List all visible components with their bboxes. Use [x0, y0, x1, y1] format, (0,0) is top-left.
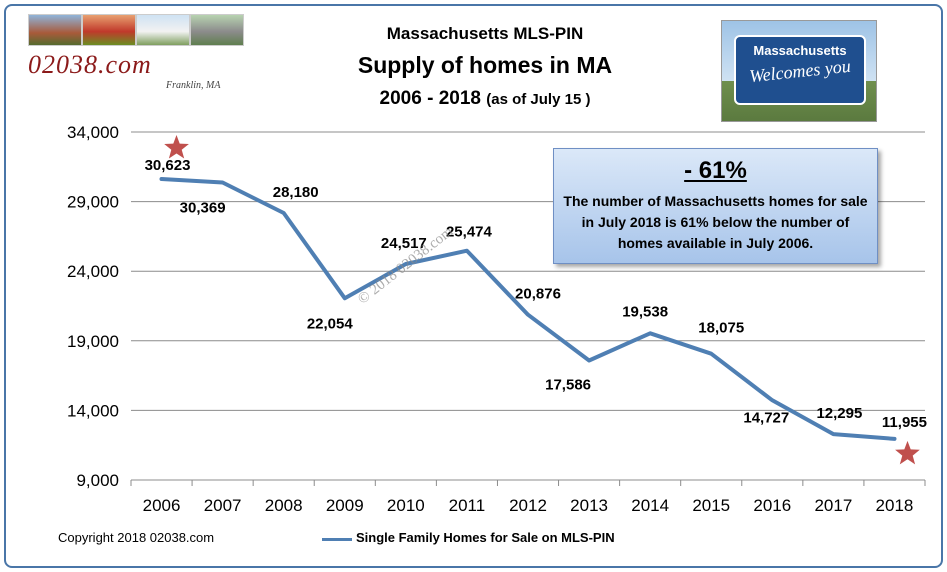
chart-supertitle: Massachusetts MLS-PIN	[386, 24, 584, 43]
data-label: 18,075	[698, 320, 744, 337]
welcome-sign-photo: Massachusetts Welcomes you	[721, 20, 877, 122]
data-label: 24,517	[381, 235, 427, 252]
x-tick-label: 2018	[876, 496, 914, 515]
x-tick-label: 2013	[570, 496, 608, 515]
chart-date-range: 2006 - 2018 (as of July 15 )	[280, 88, 690, 110]
x-tick-label: 2009	[326, 496, 364, 515]
sign-top-text: Massachusetts	[753, 43, 847, 58]
x-tick-label: 2015	[692, 496, 730, 515]
x-tick-label: 2011	[449, 496, 486, 515]
x-tick-label: 2008	[265, 496, 303, 515]
logo-photo-4	[190, 14, 244, 46]
logo-photo-1	[28, 14, 82, 46]
date-range-main: 2006 - 2018	[379, 88, 481, 109]
star-marker	[164, 135, 189, 159]
data-label: 25,474	[446, 224, 493, 241]
x-tick-label: 2012	[509, 496, 547, 515]
x-tick-label: 2014	[631, 496, 669, 515]
callout-percentage: - 61%	[684, 157, 747, 184]
y-tick-label: 29,000	[67, 193, 119, 212]
y-tick-label: 24,000	[67, 262, 119, 281]
callout-text: The number of Massachusetts homes for sa…	[563, 193, 868, 251]
data-label: 17,586	[545, 376, 591, 393]
site-logo: 02038.com Franklin, MA	[16, 14, 246, 94]
welcome-sign-board: Massachusetts Welcomes you	[734, 35, 866, 105]
x-tick-label: 2007	[204, 496, 242, 515]
y-tick-label: 14,000	[67, 401, 119, 420]
callout-box: - 61% The number of Massachusetts homes …	[553, 148, 878, 264]
sign-script-text: Welcomes you	[748, 55, 852, 87]
data-label: 11,955	[882, 414, 927, 431]
data-label: 12,295	[816, 405, 862, 422]
legend-line-swatch	[322, 538, 352, 541]
y-tick-label: 34,000	[67, 123, 119, 142]
series-line	[159, 177, 897, 441]
data-label: 14,727	[743, 409, 789, 426]
x-tick-label: 2017	[814, 496, 852, 515]
data-label: 30,623	[145, 157, 191, 174]
date-range-note: (as of July 15 )	[486, 91, 591, 108]
y-tick-label: 9,000	[76, 471, 119, 490]
data-label: 28,180	[273, 184, 319, 201]
data-label: 20,876	[515, 286, 561, 303]
legend-label: Single Family Homes for Sale on MLS-PIN	[356, 530, 615, 545]
chart-title: Supply of homes in MA	[357, 52, 613, 78]
x-tick-label: 2016	[753, 496, 791, 515]
logo-photo-3	[136, 14, 190, 46]
logo-text: 02038.com	[28, 50, 152, 79]
data-label: 30,369	[180, 200, 226, 217]
y-tick-label: 19,000	[67, 332, 119, 351]
data-label: 22,054	[307, 315, 354, 332]
logo-photo-2	[82, 14, 136, 46]
logo-subtext: Franklin, MA	[166, 80, 221, 91]
x-tick-label: 2006	[143, 496, 181, 515]
copyright-text: Copyright 2018 02038.com	[58, 530, 215, 545]
data-label: 19,538	[622, 303, 668, 320]
star-marker	[895, 440, 920, 465]
x-tick-label: 2010	[387, 496, 425, 515]
